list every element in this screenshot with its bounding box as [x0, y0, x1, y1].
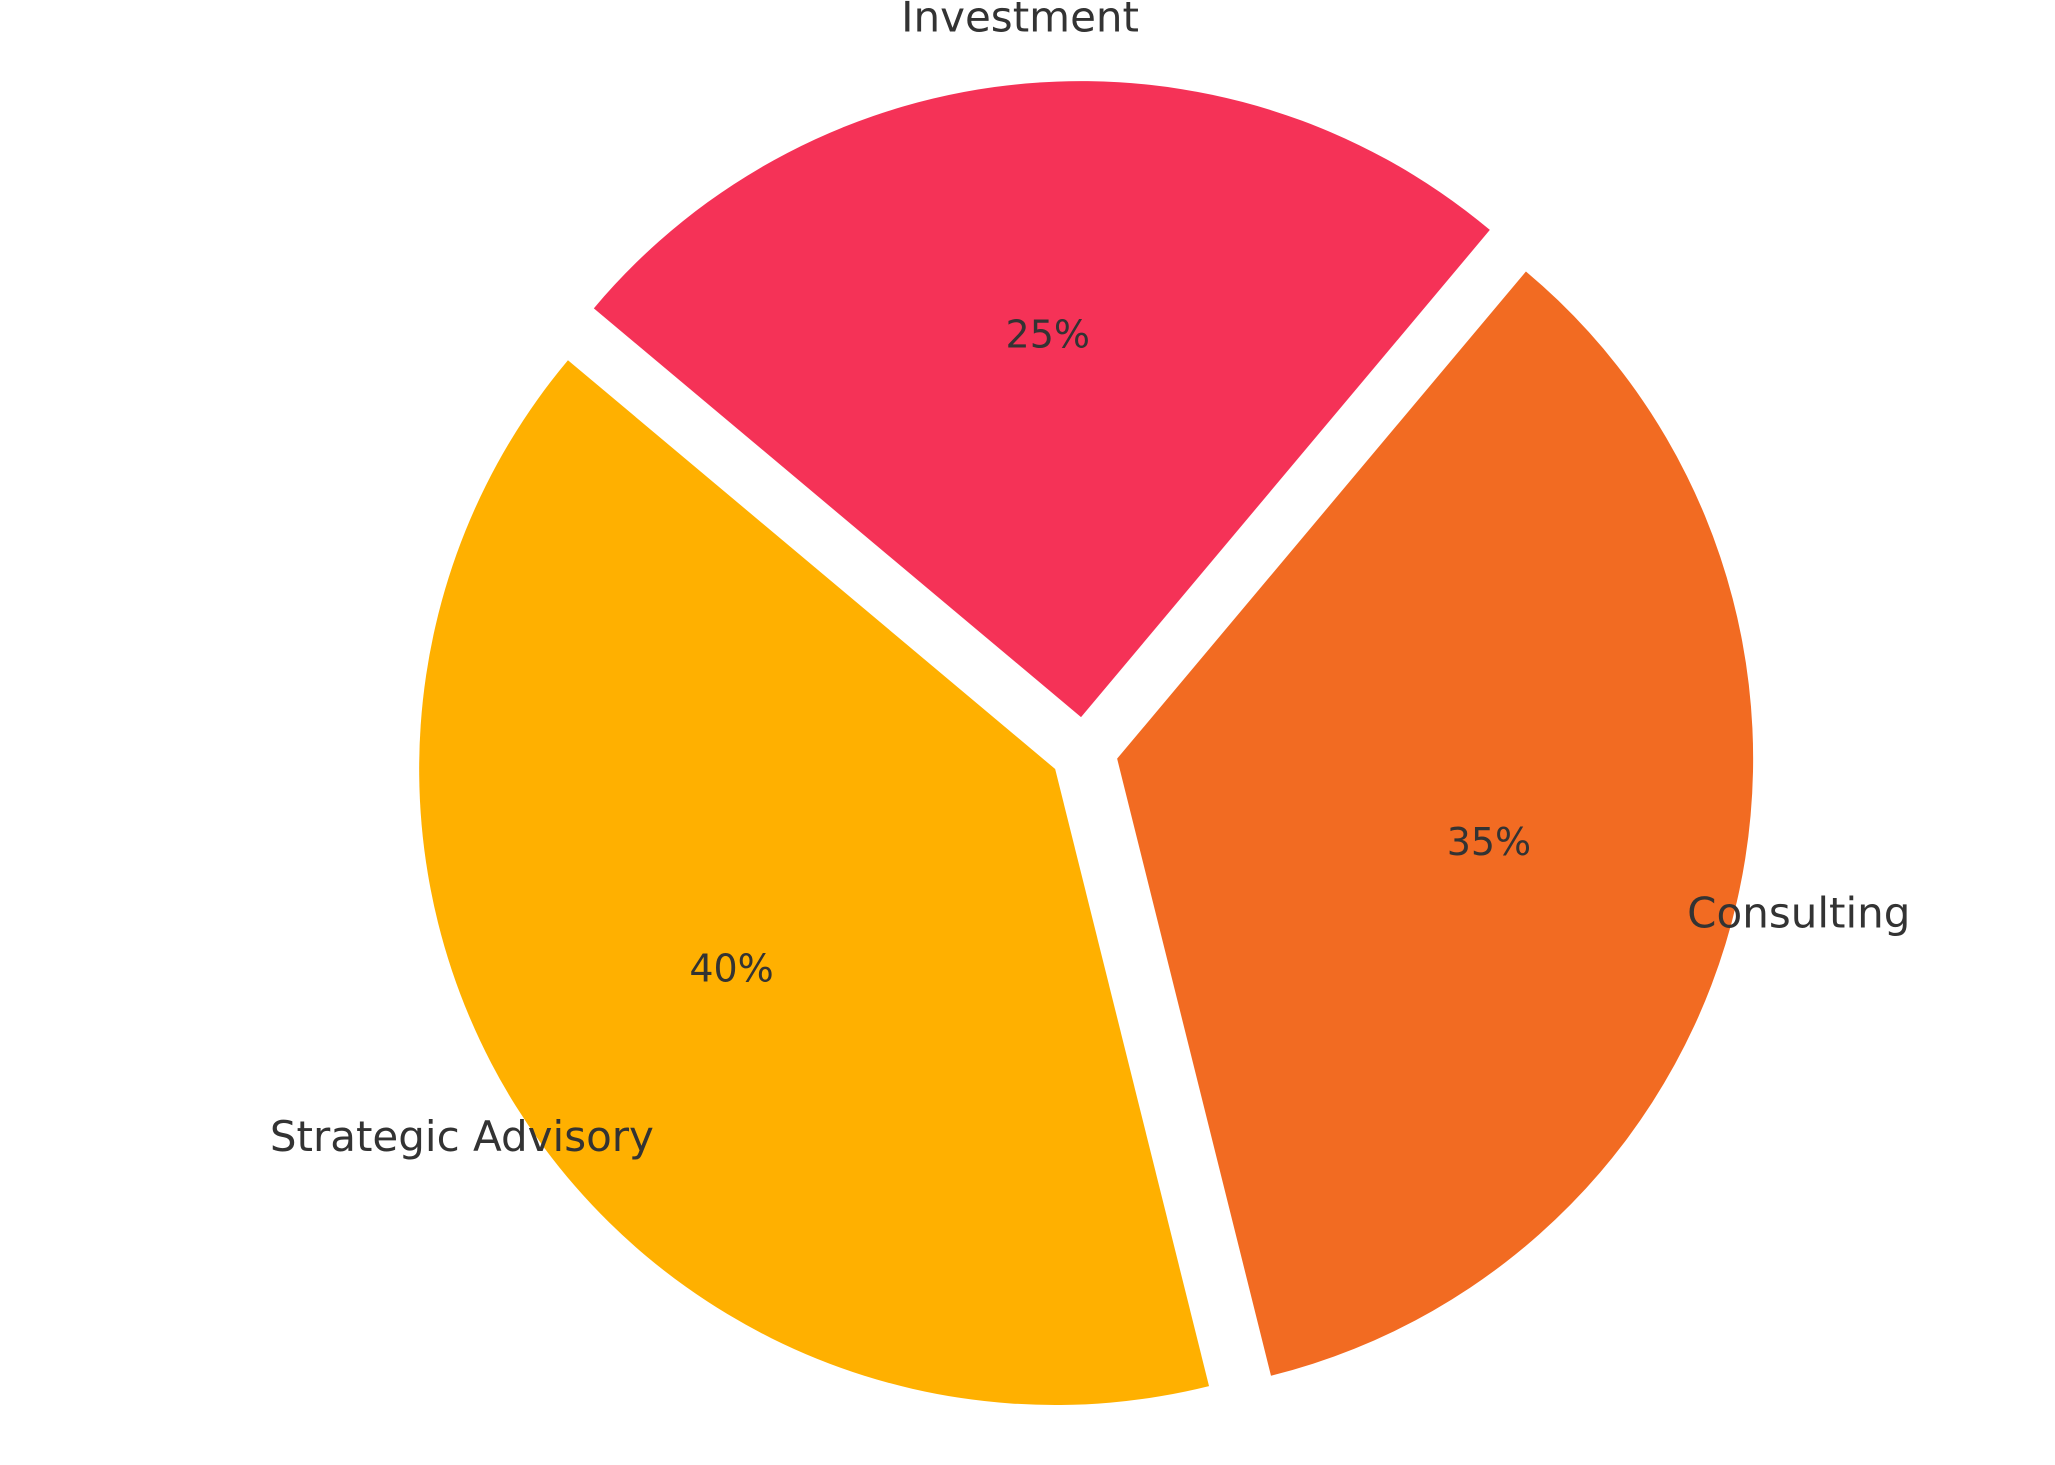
- slice-label: Investment: [901, 0, 1139, 42]
- pie-slice: [593, 81, 1490, 718]
- pie-slice: [1117, 271, 1754, 1376]
- slice-label: Consulting: [1687, 889, 1910, 938]
- slice-label: Strategic Advisory: [270, 1112, 654, 1161]
- pie-slice: [419, 360, 1210, 1406]
- percent-label: 35%: [1447, 820, 1531, 864]
- percent-label: 25%: [1006, 312, 1090, 356]
- percent-label: 40%: [689, 947, 773, 991]
